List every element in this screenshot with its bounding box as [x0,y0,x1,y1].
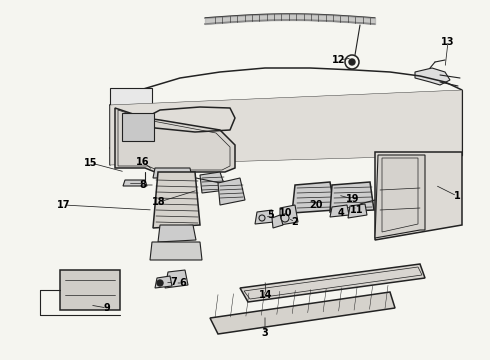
Text: 3: 3 [262,328,269,338]
Polygon shape [115,108,235,172]
Polygon shape [240,264,425,302]
Polygon shape [210,292,395,334]
Text: 14: 14 [259,290,273,300]
Circle shape [349,59,355,65]
Circle shape [157,280,163,286]
Polygon shape [158,225,196,242]
Text: 17: 17 [57,200,71,210]
Text: 6: 6 [180,278,186,288]
Polygon shape [218,178,245,205]
Text: 8: 8 [140,180,147,190]
Polygon shape [60,270,120,310]
Polygon shape [150,242,202,260]
Polygon shape [153,172,200,228]
Polygon shape [280,205,298,225]
Polygon shape [292,182,335,213]
Polygon shape [255,210,274,224]
Text: 5: 5 [268,210,274,220]
Bar [122,113,154,141]
Polygon shape [110,88,152,105]
Text: 13: 13 [441,37,455,47]
Text: 11: 11 [350,205,364,215]
Polygon shape [200,172,226,193]
Polygon shape [272,215,283,228]
Text: 1: 1 [454,191,461,201]
Polygon shape [165,270,188,288]
Polygon shape [123,180,147,186]
Polygon shape [155,276,172,288]
Polygon shape [375,155,425,238]
Text: 2: 2 [292,217,298,227]
Polygon shape [153,168,192,178]
Text: 15: 15 [84,158,98,168]
Polygon shape [375,152,462,240]
Text: 9: 9 [103,303,110,313]
Text: 18: 18 [152,197,166,207]
Text: 20: 20 [309,200,323,210]
Text: 19: 19 [346,194,360,204]
Polygon shape [110,90,462,165]
Text: 12: 12 [332,55,346,65]
Polygon shape [330,182,374,212]
Polygon shape [330,205,349,217]
Text: 10: 10 [279,208,293,218]
Polygon shape [348,204,367,218]
Text: 7: 7 [171,277,177,287]
Text: 4: 4 [338,208,344,218]
Text: 16: 16 [136,157,150,167]
Polygon shape [415,68,450,85]
